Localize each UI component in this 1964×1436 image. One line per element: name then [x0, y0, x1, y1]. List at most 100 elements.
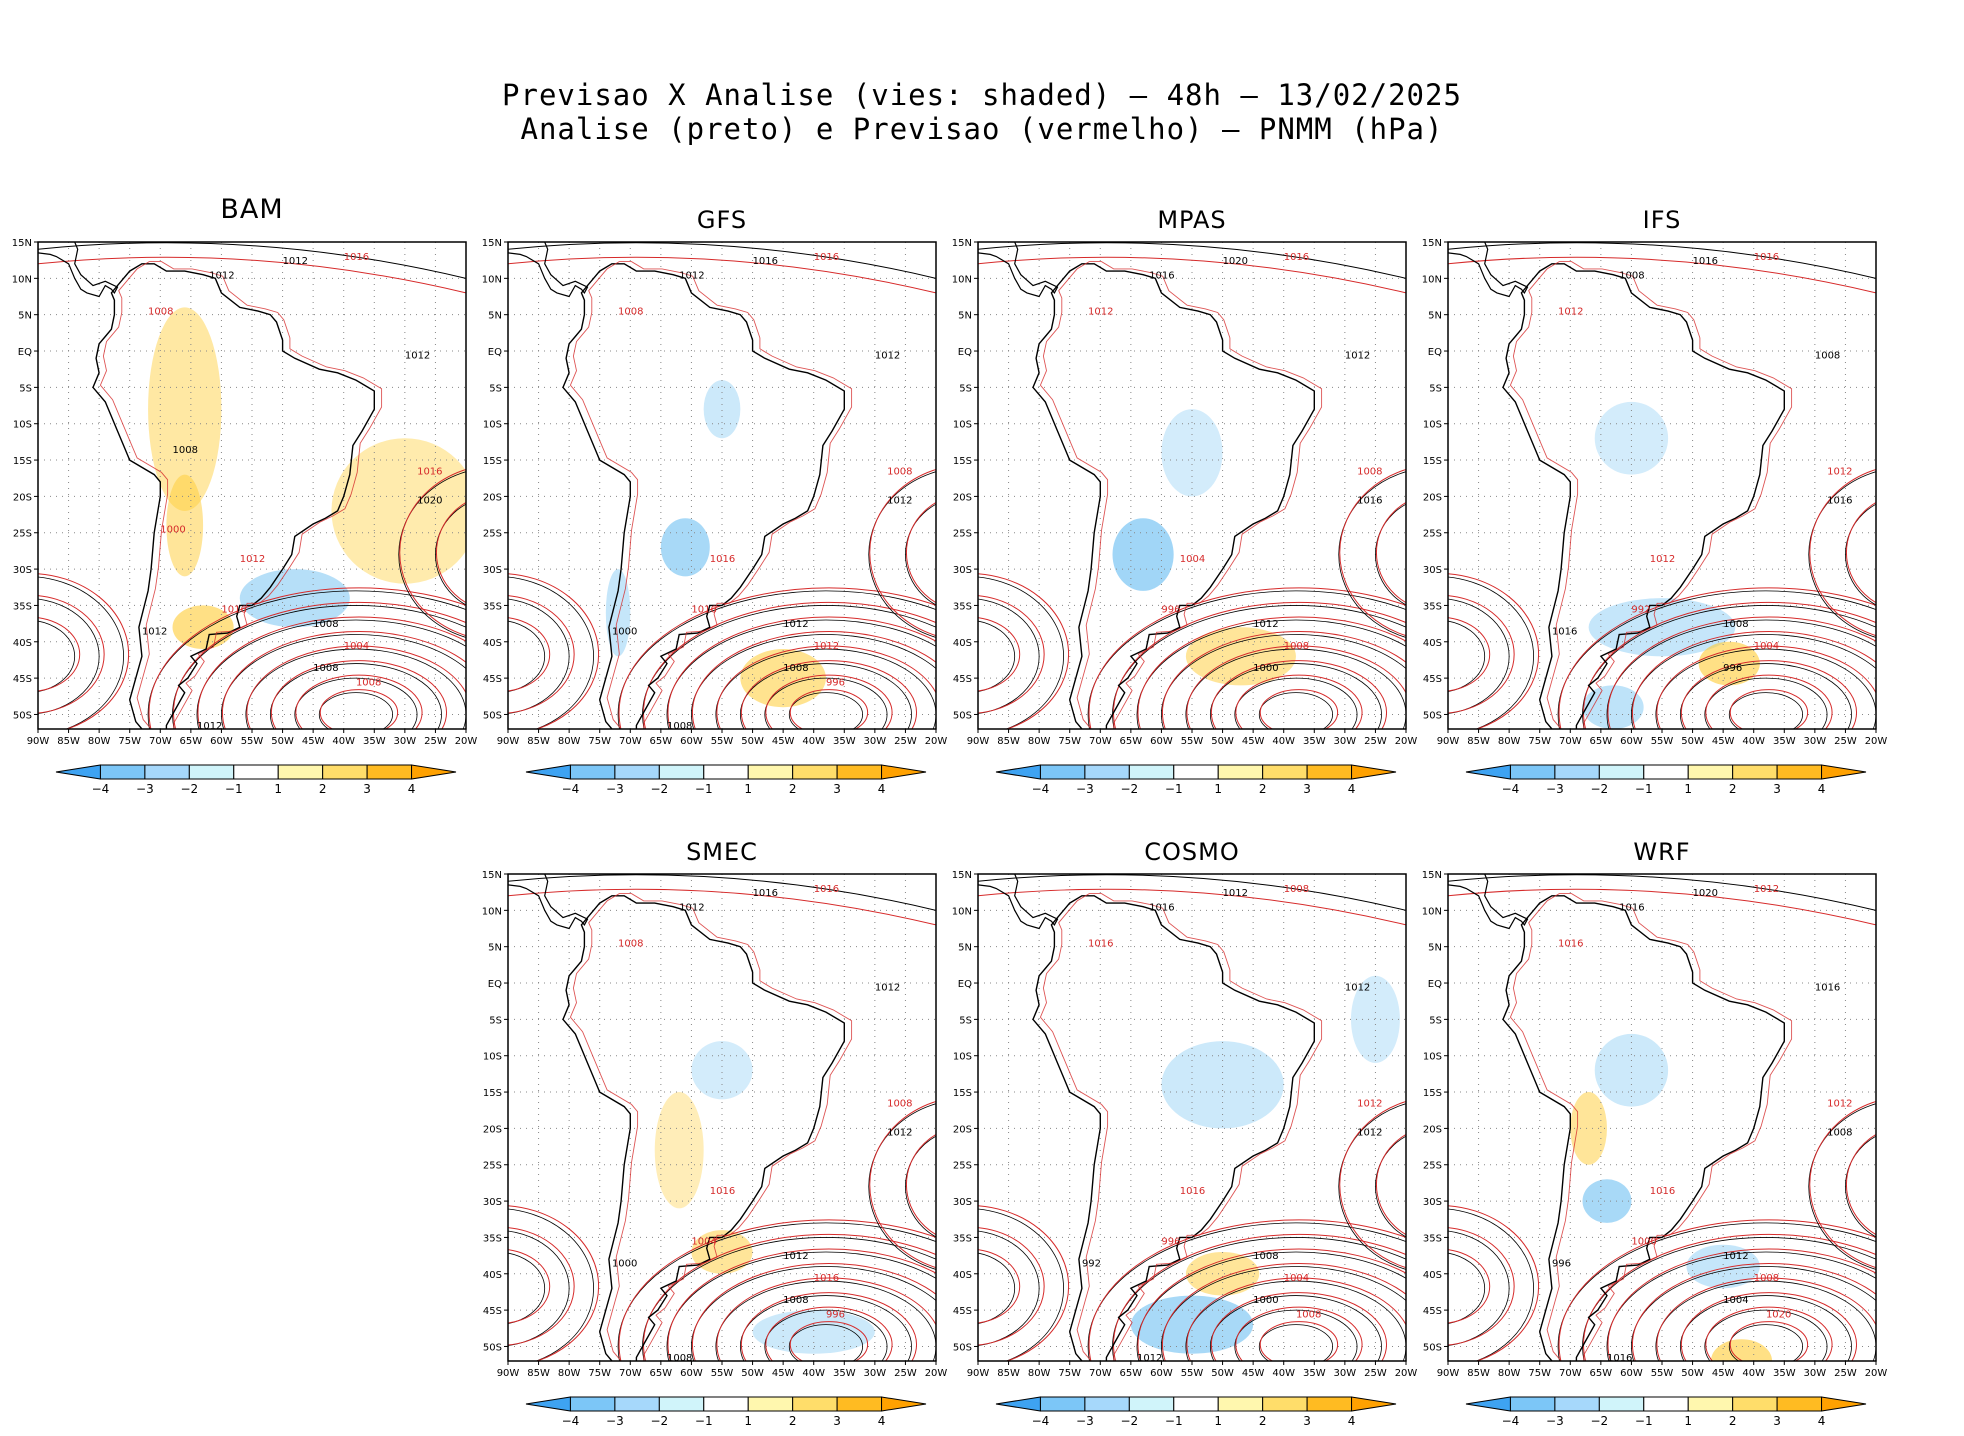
lat-tick-label: 5N [1428, 943, 1442, 954]
contour-label: 1016 [1607, 1353, 1632, 1364]
analysis-isobar [318, 692, 394, 729]
lat-tick-label: 45S [1423, 674, 1442, 685]
contour-label: 996 [826, 1309, 845, 1320]
forecast-isobar [716, 1277, 936, 1361]
map-smec: 1016 1016 1012 1008 1012 1008 1012 1016 1012 1016… [482, 870, 948, 1379]
forecast-isobar [978, 256, 1406, 294]
analysis-isobar [1448, 1230, 1510, 1347]
analysis-isobar [788, 1324, 864, 1361]
lat-tick-label: 45S [483, 674, 502, 685]
contour-label: 1000 [1253, 1295, 1278, 1306]
contour-label: 1016 [814, 1273, 839, 1284]
forecast-isobar [1448, 573, 1540, 729]
lon-tick-label: 25W [424, 736, 447, 747]
colorbar-swatch [1173, 764, 1219, 780]
map-cosmo: 1012 1008 1016 1016 1012 1012 1012 1016 1008 1004… [952, 870, 1418, 1379]
bias-shade [148, 307, 222, 511]
bias-shade [1350, 975, 1400, 1063]
contour-label: 1012 [875, 350, 900, 361]
lon-tick-label: 70W [1559, 736, 1582, 747]
contour-label: 1016 [814, 252, 839, 263]
analysis-isobar [508, 874, 936, 911]
forecast-isobar [1448, 617, 1491, 692]
lat-tick-label: 15N [12, 238, 32, 249]
lat-tick-label: 20S [13, 492, 32, 503]
map-frame [507, 241, 937, 730]
lat-tick-label: 10S [483, 1052, 502, 1063]
forecast-isobar [667, 1248, 936, 1361]
lon-tick-label: 90W [1437, 1368, 1460, 1379]
contour-label: 1008 [148, 307, 173, 318]
lat-tick-label: 50S [1423, 710, 1442, 721]
lat-tick-label: 40S [13, 638, 32, 649]
lon-tick-label: 65W [1590, 1368, 1613, 1379]
lon-tick-label: 45W [1242, 736, 1265, 747]
contour-label: 1020 [1693, 888, 1718, 899]
bias-shade [605, 569, 631, 657]
analysis-isobar [38, 242, 466, 279]
analysis-isobar [1808, 471, 1876, 638]
forecast-isobar [1558, 1219, 1876, 1361]
lon-tick-label: 50W [271, 736, 294, 747]
lon-tick-label: 20W [455, 736, 478, 747]
contour-label: 1012 [1723, 1251, 1748, 1262]
forecast-isobar [978, 595, 1045, 714]
analysis-isobar [1234, 1309, 1358, 1361]
forecast-isobar [38, 595, 105, 714]
lon-tick-label: 80W [1028, 1368, 1051, 1379]
lat-tick-label: 15S [1423, 456, 1442, 467]
lat-tick-label: 40S [1423, 1270, 1442, 1281]
analysis-isobar [1448, 874, 1876, 911]
lon-tick-label: 50W [1211, 1368, 1234, 1379]
analysis-isobar [508, 1252, 546, 1324]
forecast-isobar [508, 573, 600, 729]
map-panel-bam: 1012 1016 1012 1008 1012 1016 1020 1012 1008 1004… [12, 238, 478, 747]
forecast-isobar [38, 256, 466, 294]
lat-tick-label: 50S [13, 710, 32, 721]
lat-tick-label: 5N [488, 311, 502, 322]
bias-shade [691, 1230, 753, 1274]
contour-label: 1012 [887, 496, 912, 507]
bias-shade [1582, 685, 1644, 729]
bias-shade [660, 518, 710, 577]
lat-tick-label: 45S [483, 1306, 502, 1317]
analysis-isobar [1679, 663, 1852, 729]
contour-label: 1000 [612, 1259, 637, 1270]
colorbar-label: 2 [319, 782, 327, 796]
colorbar-swatch [1306, 764, 1353, 780]
contour-label: 1008 [667, 1353, 692, 1364]
lon-tick-label: 20W [925, 736, 948, 747]
panel-title-cosmo: COSMO [1144, 838, 1240, 866]
colorbar-swatch [1509, 764, 1556, 780]
panel-title-ifs: IFS [1642, 206, 1682, 234]
colorbar-swatch [1776, 1396, 1823, 1412]
lat-tick-label: 35S [1423, 601, 1442, 612]
colorbar-label: −2 [1120, 1414, 1138, 1428]
bias-shade [740, 649, 826, 708]
analysis-isobar [1258, 1324, 1334, 1361]
lon-tick-label: 85W [1467, 736, 1490, 747]
contour-label: 1008 [356, 677, 381, 688]
lon-tick-label: 75W [588, 1368, 611, 1379]
lat-tick-label: EQ [958, 979, 972, 990]
analysis-isobar [1185, 648, 1406, 729]
analysis-isobar [1161, 634, 1406, 729]
forecast-isobar [1339, 1100, 1406, 1269]
forecast-isobar [905, 1133, 936, 1236]
lon-tick-label: 80W [1028, 736, 1051, 747]
forecast-isobar [319, 689, 399, 729]
contour-label: 996 [1161, 1237, 1180, 1248]
lat-tick-label: 25S [13, 529, 32, 540]
contour-label: 1016 [1088, 939, 1113, 950]
contour-label: 1016 [1284, 252, 1309, 263]
lon-tick-label: 30W [864, 736, 887, 747]
lat-tick-label: 30S [953, 565, 972, 576]
lon-tick-label: 20W [1865, 1368, 1888, 1379]
colorbar-label: 3 [1303, 1414, 1311, 1428]
analysis-isobar [1606, 619, 1876, 729]
lon-tick-label: 50W [741, 736, 764, 747]
contour-label: 1008 [1754, 1273, 1779, 1284]
bias-shade [1582, 1179, 1632, 1223]
lat-tick-label: 20S [1423, 1124, 1442, 1135]
colorbar-mpas: −4 −3 −2 −1 1 2 3 4 [995, 764, 1397, 797]
